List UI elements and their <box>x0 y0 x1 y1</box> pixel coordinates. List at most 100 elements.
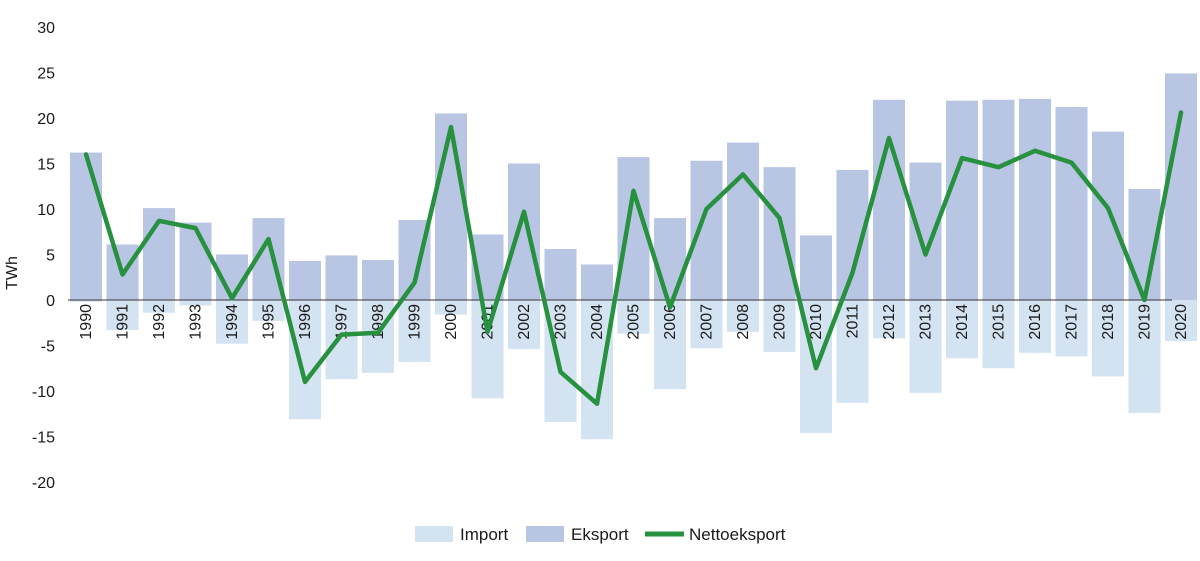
legend-import-label: Import <box>460 525 508 544</box>
legend-eksport-swatch <box>526 526 564 542</box>
x-tick-label: 1997 <box>334 304 351 340</box>
eksport-bar <box>289 260 321 300</box>
x-tick-label: 2005 <box>626 304 643 340</box>
eksport-bar <box>325 255 358 300</box>
import-bar <box>435 300 467 315</box>
import-bar <box>763 300 796 352</box>
y-axis-label: TWh <box>4 256 21 290</box>
eksport-bar <box>800 235 832 300</box>
eksport-bar <box>727 142 759 300</box>
x-tick-label: 2006 <box>662 304 679 340</box>
x-tick-label: 2019 <box>1137 304 1154 340</box>
import-bar <box>216 300 248 344</box>
import-bar <box>654 300 686 390</box>
eksport-bar <box>1055 107 1088 300</box>
y-tick-label: 30 <box>37 20 55 37</box>
import-bars <box>70 300 1197 440</box>
x-tick-label: 2018 <box>1100 304 1117 340</box>
import-bar <box>909 300 942 393</box>
x-tick-label: 1998 <box>370 304 387 340</box>
import-bar <box>289 300 321 420</box>
eksport-bar <box>581 264 613 300</box>
eksport-bar <box>1092 131 1124 300</box>
eksport-bar <box>1165 73 1197 300</box>
import-bar <box>946 300 978 359</box>
import-bar <box>471 300 504 399</box>
y-tick-label: 15 <box>37 157 55 174</box>
x-tick-label: 2009 <box>772 304 789 340</box>
x-tick-label: 2012 <box>881 304 898 340</box>
import-bar <box>1055 300 1088 357</box>
import-bar <box>252 300 285 321</box>
x-tick-label: 2013 <box>918 304 935 340</box>
eksport-bar <box>1019 98 1051 300</box>
y-axis-ticks: 30 25 20 15 10 5 0 -5 -10 -15 -20 <box>32 20 55 492</box>
x-tick-label: 2015 <box>991 304 1008 340</box>
x-tick-label: 1990 <box>78 304 95 340</box>
x-tick-label: 1994 <box>224 304 241 340</box>
x-tick-label: 2004 <box>589 304 606 340</box>
import-bar <box>873 300 905 339</box>
y-tick-label: 5 <box>46 248 55 265</box>
x-tick-label: 1993 <box>188 304 205 340</box>
import-bar <box>179 300 212 306</box>
x-tick-label: 2010 <box>808 304 825 340</box>
y-tick-label: -10 <box>32 384 55 401</box>
y-tick-label: 20 <box>37 111 55 128</box>
import-bar <box>508 300 540 350</box>
import-bar <box>325 300 358 380</box>
legend-import-swatch <box>415 526 453 542</box>
x-tick-label: 2008 <box>735 304 752 340</box>
x-tick-label: 2003 <box>553 304 570 340</box>
import-bar <box>1092 300 1124 377</box>
x-tick-label: 2011 <box>845 304 862 339</box>
y-tick-label: -20 <box>32 475 55 492</box>
import-bar <box>690 300 723 349</box>
y-tick-label: -15 <box>32 430 55 447</box>
legend-eksport-label: Eksport <box>571 525 629 544</box>
eksport-bar <box>544 249 577 300</box>
import-bar <box>617 300 650 334</box>
y-tick-label: -5 <box>41 339 55 356</box>
legend-nettoeksport-label: Nettoeksport <box>689 525 786 544</box>
x-tick-label: 1995 <box>261 304 278 340</box>
import-bar <box>982 300 1015 369</box>
eksport-bar <box>70 152 102 300</box>
x-tick-label: 1992 <box>151 304 168 340</box>
y-tick-label: 25 <box>37 66 55 83</box>
eksport-bar <box>179 222 212 300</box>
x-tick-label: 2014 <box>954 304 971 340</box>
import-bar <box>581 300 613 440</box>
eksport-bar <box>435 113 467 300</box>
import-bar <box>398 300 431 362</box>
y-tick-label: 10 <box>37 202 55 219</box>
x-tick-label: 2002 <box>516 304 533 340</box>
eksport-bar <box>763 167 796 300</box>
eksport-bar <box>508 163 540 300</box>
legend: Import Eksport Nettoeksport <box>415 525 786 544</box>
nettoeksport-line <box>83 110 1184 406</box>
eksport-bar <box>909 162 942 300</box>
x-tick-label: 1996 <box>297 304 314 340</box>
import-bar <box>727 300 759 332</box>
import-bar <box>1019 300 1051 353</box>
eksport-bar <box>690 160 723 300</box>
export-bars <box>70 73 1197 301</box>
y-tick-label: 0 <box>46 293 55 310</box>
import-bar <box>362 300 394 373</box>
x-tick-label: 1999 <box>407 304 424 340</box>
import-bar <box>1128 300 1161 413</box>
import-bar <box>1165 300 1197 341</box>
import-bar <box>70 300 102 302</box>
x-tick-label: 2017 <box>1064 304 1081 340</box>
eksport-bar <box>654 218 686 300</box>
x-tick-label: 1991 <box>115 304 132 340</box>
import-bar <box>143 300 175 313</box>
eksport-bar <box>982 99 1015 300</box>
eksport-bar <box>873 99 905 300</box>
x-tick-label: 2007 <box>699 304 716 340</box>
eksport-bar <box>362 259 394 300</box>
x-tick-label: 2016 <box>1027 304 1044 340</box>
x-tick-label: 2000 <box>443 304 460 340</box>
